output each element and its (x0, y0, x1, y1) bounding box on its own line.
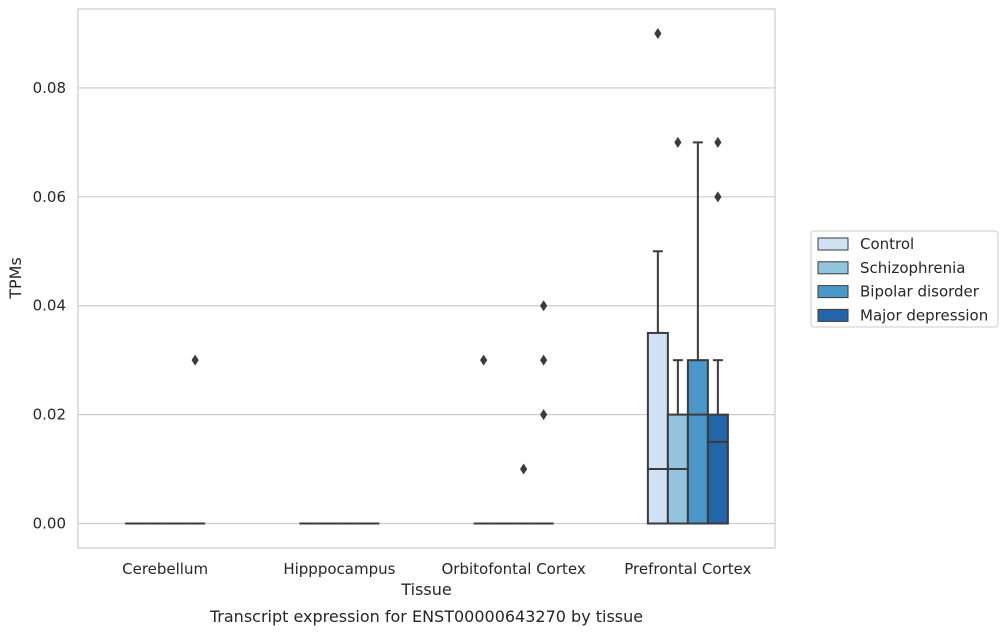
boxes (125, 141, 729, 525)
legend-items: Control Schizophrenia Bipolar disorder Majo… (817, 235, 988, 324)
box-schizophrenia (666, 359, 689, 525)
y-tick-labels: 0.00 0.02 0.04 0.06 0.08 (33, 79, 66, 533)
box-body (686, 359, 709, 525)
box-bipolar-disorder (686, 141, 709, 525)
x-tick-label: Orbitofontal Cortex (442, 560, 586, 578)
outlier-point (540, 409, 548, 421)
outlier-point (714, 191, 722, 203)
outlier-point (540, 354, 548, 366)
y-tick-label: 0.00 (33, 515, 66, 533)
plot-frame (77, 8, 776, 549)
outlier-point (654, 28, 662, 39)
legend: Control Schizophrenia Bipolar disorder Majo… (810, 230, 999, 328)
legend-label: Bipolar disorder (860, 283, 980, 301)
box-major-depression (706, 359, 729, 525)
y-tick-label: 0.04 (33, 297, 66, 315)
outlier-point (520, 463, 528, 475)
legend-label: Major depression (860, 306, 988, 324)
x-tick-label: Cerebellum (122, 560, 208, 578)
x-axis-label: Tissue (400, 580, 451, 599)
y-tick-label: 0.08 (33, 79, 66, 97)
outlier-point (540, 300, 548, 312)
box-body (646, 331, 669, 525)
x-tick-labels: Cerebellum Hipppocampus Orbitofontal Corte… (122, 560, 751, 578)
legend-label: Schizophrenia (860, 259, 965, 277)
outlier-point (191, 354, 199, 366)
chart-caption: Transcript expression for ENST0000064327… (209, 607, 643, 626)
outlier-point (674, 136, 682, 148)
legend-swatch (817, 237, 849, 251)
legend-swatch (817, 285, 849, 299)
outlier-point (714, 136, 722, 148)
x-tick-label: Prefrontal Cortex (624, 560, 751, 578)
outliers (191, 28, 722, 475)
outlier-point (480, 354, 488, 366)
box-body (706, 413, 729, 525)
y-tick-label: 0.06 (33, 188, 66, 206)
legend-swatch (817, 261, 849, 275)
legend-label: Control (860, 235, 914, 253)
legend-swatch (817, 308, 849, 322)
x-tick-label: Hipppocampus (283, 560, 395, 578)
box-control (646, 250, 669, 525)
y-axis-label: TPMs (6, 257, 25, 300)
legend-frame (810, 230, 999, 328)
y-tick-label: 0.02 (33, 406, 66, 424)
